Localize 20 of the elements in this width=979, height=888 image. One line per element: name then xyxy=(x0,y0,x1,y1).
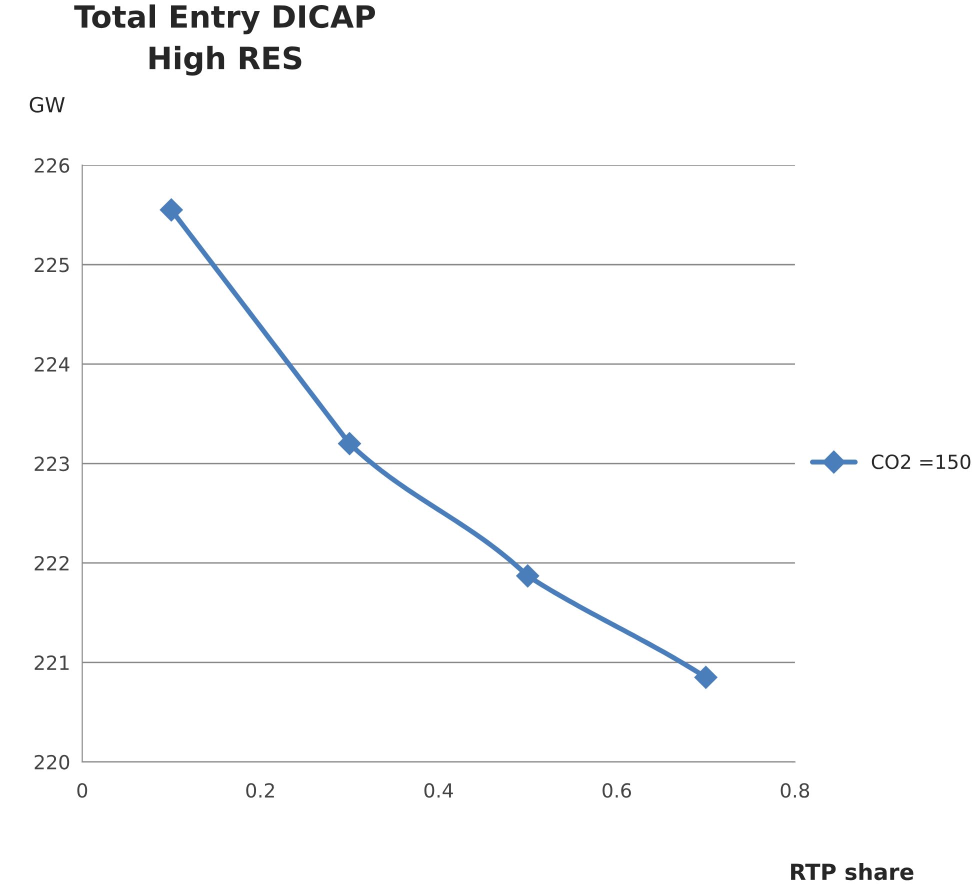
x-tick-label: 0.4 xyxy=(424,783,453,798)
point xyxy=(516,564,540,588)
y-tick-label: 225 xyxy=(34,258,69,272)
y-tick-label: 220 xyxy=(34,754,70,770)
point xyxy=(338,432,361,456)
x-tick-label: 0.8 xyxy=(780,783,810,798)
x-axis-title: RTP share xyxy=(791,863,914,880)
y-axis-title: GW xyxy=(30,96,65,113)
point xyxy=(694,666,718,689)
y-tick-label: 223 xyxy=(34,456,69,472)
y-tick-label: 222 xyxy=(34,556,68,570)
y-tick-label: 224 xyxy=(34,357,70,372)
x-tick-label: 0 xyxy=(77,783,88,798)
point xyxy=(160,198,183,222)
y-tick-label: 221 xyxy=(34,655,69,670)
y-tick-label: 226 xyxy=(34,158,70,173)
x-tick-label: 0.6 xyxy=(602,783,632,798)
legend-label: CO2 =150 xyxy=(872,454,970,470)
chart-title: Total Entry DICAP High RES xyxy=(74,4,376,76)
x-tick-label: 0.2 xyxy=(246,783,274,798)
